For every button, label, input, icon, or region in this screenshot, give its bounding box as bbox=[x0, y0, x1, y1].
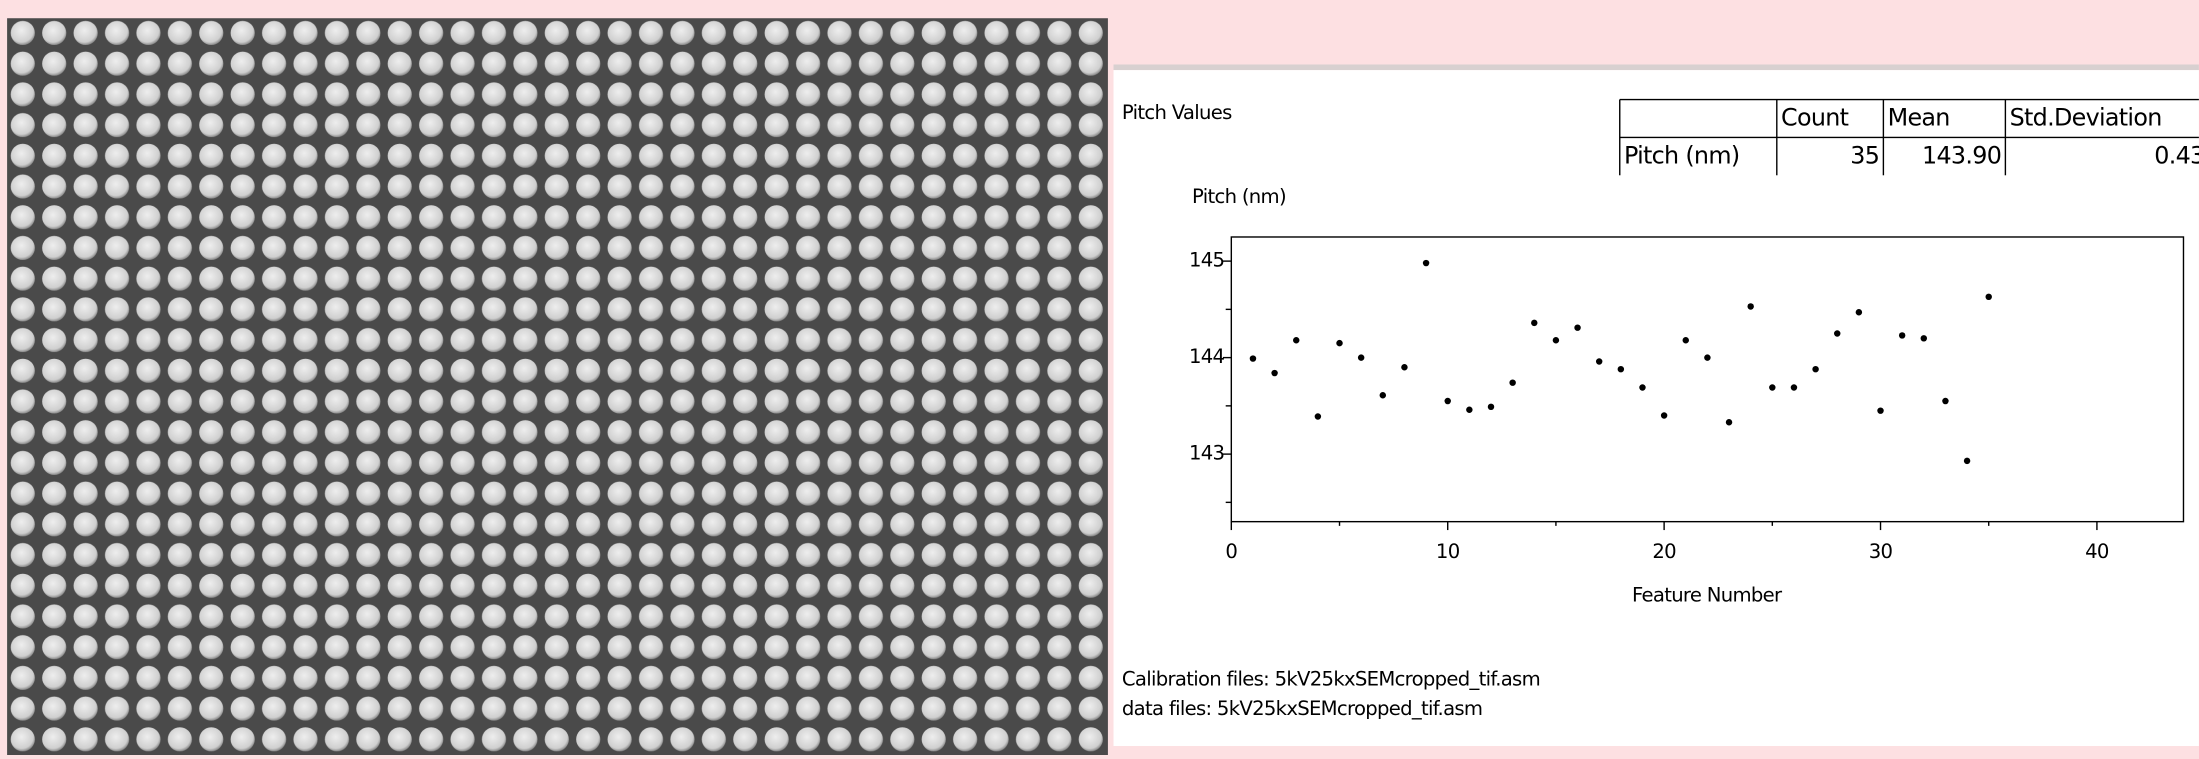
point bbox=[1357, 354, 1365, 361]
point bbox=[1595, 358, 1603, 365]
point bbox=[1401, 364, 1408, 371]
point bbox=[1855, 309, 1863, 316]
point bbox=[1487, 403, 1495, 411]
point bbox=[1314, 413, 1322, 420]
panel-border bbox=[1113, 64, 2199, 71]
point bbox=[1509, 379, 1516, 386]
point bbox=[1725, 419, 1733, 426]
table-cell: 35 bbox=[1850, 142, 1879, 170]
point bbox=[1769, 384, 1776, 391]
x-tick-label: 20 bbox=[1652, 540, 1676, 563]
point bbox=[1834, 330, 1841, 337]
point bbox=[1271, 369, 1278, 377]
report-panel bbox=[1113, 70, 2199, 747]
point bbox=[1920, 335, 1928, 342]
table-header: Mean bbox=[1888, 104, 1950, 132]
table-row-label: Pitch (nm) bbox=[1624, 142, 1739, 170]
table-cell: 0.43 bbox=[2154, 142, 2199, 170]
y-tick-label: 144 bbox=[1189, 345, 1225, 368]
y-axis-label: Pitch (nm) bbox=[1192, 185, 1286, 208]
sem-image bbox=[7, 18, 1108, 756]
plot-frame bbox=[1230, 236, 2185, 523]
panel-title: Pitch Values bbox=[1122, 101, 1232, 124]
point bbox=[1812, 365, 1819, 373]
table-header: Std.Deviation bbox=[2010, 104, 2162, 132]
point bbox=[1444, 397, 1451, 405]
point bbox=[1531, 319, 1538, 327]
table-cell: 143.90 bbox=[1922, 142, 2001, 170]
point bbox=[1660, 412, 1668, 419]
y-tick-label: 143 bbox=[1189, 442, 1224, 465]
point bbox=[1942, 397, 1949, 405]
stats-table: Count Mean Std.Deviation Pitch (nm) 35 143.90… bbox=[1619, 98, 2199, 176]
point bbox=[1747, 303, 1754, 310]
point bbox=[1574, 324, 1581, 331]
point bbox=[1985, 293, 1992, 301]
table-header: Count bbox=[1781, 104, 1849, 132]
x-tick-label: 10 bbox=[1436, 540, 1460, 563]
x-axis-label: Feature Number bbox=[1632, 583, 1783, 606]
point bbox=[1293, 337, 1300, 344]
plot: 0 10 20 30 40 143 144 145 bbox=[1189, 236, 2185, 563]
point bbox=[1877, 407, 1884, 414]
point bbox=[1682, 337, 1689, 344]
file-note: Calibration files: 5kV25kxSEMcropped_tif… bbox=[1122, 668, 1540, 691]
point bbox=[1704, 354, 1711, 361]
point bbox=[1617, 365, 1625, 373]
y-tick-label: 145 bbox=[1189, 249, 1224, 272]
x-tick-label: 40 bbox=[2085, 540, 2109, 563]
file-note: data files: 5kV25kxSEMcropped_tif.asm bbox=[1122, 697, 1482, 720]
x-tick-label: 0 bbox=[1225, 540, 1237, 563]
point bbox=[1466, 406, 1473, 413]
point bbox=[1249, 355, 1257, 362]
point bbox=[1790, 384, 1798, 391]
point bbox=[1639, 384, 1646, 391]
point bbox=[1898, 332, 1906, 339]
x-tick-label: 30 bbox=[1869, 540, 1893, 563]
point bbox=[1336, 339, 1343, 347]
point bbox=[1963, 457, 1971, 465]
point bbox=[1552, 337, 1560, 344]
point bbox=[1422, 259, 1430, 267]
point bbox=[1379, 392, 1387, 399]
